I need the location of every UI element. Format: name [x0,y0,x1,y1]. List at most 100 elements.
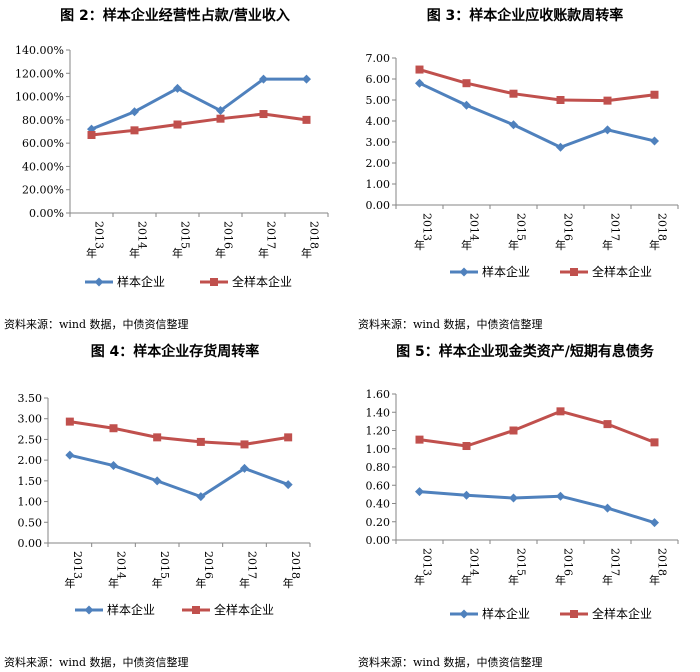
svg-text:样本企业: 样本企业 [482,264,530,279]
svg-text:2018: 2018 [656,548,669,576]
y-tick-label: 4.00 [366,115,391,128]
data-point [65,417,74,426]
data-point [87,130,96,139]
legend-item-sample: 样本企业 [450,606,530,621]
y-tick-label: 120.00% [15,67,64,80]
y-tick-label: 40.00% [22,160,64,173]
y-tick-label: 3.00 [18,413,43,426]
data-point [415,487,424,497]
svg-text:2014: 2014 [468,548,481,576]
y-tick-label: 60.00% [22,137,64,150]
y-tick-label: 2.00 [366,157,391,170]
legend-item-all-sample: 全样本企业 [560,264,652,279]
svg-text:2015: 2015 [515,213,528,241]
chart-title: 图 5：样本企业现金类资产/短期有息债务 [396,343,655,360]
chart-fig3: 图 3：样本企业应收账款周转率 0.00 1.00 2.00 3.00 4.00 5.00 6… [366,7,679,279]
source-note: 资料来源：wind 数据，中债资信整理 [4,318,189,331]
series-line-sample [418,81,655,149]
svg-text:2017: 2017 [265,221,278,249]
y-tick-label: 2.50 [18,433,43,446]
svg-text:2017: 2017 [609,548,622,576]
svg-text:年: 年 [64,576,75,590]
data-point [240,440,249,449]
series-line-all-sample [419,68,655,103]
legend-item-sample: 样本企业 [85,274,165,289]
chart-title: 图 3：样本企业应收账款周转率 [427,7,624,24]
data-point [509,120,518,130]
svg-text:年: 年 [555,573,566,587]
series-line-sample [90,77,307,131]
y-tick-label: 0.00% [29,207,64,220]
svg-text:全样本企业: 全样本企业 [232,274,292,289]
data-point [196,437,205,446]
svg-text:2017: 2017 [246,551,259,579]
svg-text:年: 年 [602,573,613,587]
data-point [462,100,471,110]
y-tick-label: 1.00 [18,496,43,509]
svg-text:样本企业: 样本企业 [117,274,165,289]
data-point [130,107,139,117]
svg-text:全样本企业: 全样本企业 [214,602,274,617]
data-point [650,438,659,447]
svg-text:2013: 2013 [93,221,106,249]
y-tick-label: 3.50 [18,392,43,405]
chart-title: 图 2：样本企业经营性占款/营业收入 [60,7,290,24]
svg-text:全样本企业: 全样本企业 [592,264,652,279]
y-tick-label: 5.00 [366,94,391,107]
data-point [216,106,225,116]
y-tick-label: 1.60 [366,388,391,401]
data-point [462,79,471,88]
svg-text:年: 年 [508,238,519,252]
data-point [556,142,565,152]
data-point [152,476,162,486]
y-tick-label: 0.00 [18,537,43,550]
chart-fig5: 图 5：样本企业现金类资产/短期有息债务 0.00 0.20 0.40 0.60 0.80… [366,343,679,621]
y-tick-label: 0.00 [366,534,391,547]
series-line-sample [69,453,289,499]
chart-fig2: 图 2：样本企业经营性占款/营业收入 0.00% 20.00% 40.00% 60.00… [15,7,329,289]
data-point [415,435,424,444]
y-tick-label: 1.40 [366,406,391,419]
data-point [603,96,612,105]
data-point [259,110,268,119]
chart-title: 图 4：样本企业存货周转率 [91,343,260,360]
source-note: 资料来源：wind 数据，中债资信整理 [358,318,543,331]
legend-item-sample: 样本企业 [75,602,155,617]
series-line-sample [419,490,655,525]
legend-item-all-sample: 全样本企业 [182,602,274,617]
chart-panel-fig4: 图 4：样本企业存货周转率 0.00 0.50 1.00 1.50 2.00 2.50 3.0… [0,336,350,672]
svg-text:年: 年 [461,238,472,252]
svg-text:2014: 2014 [136,221,149,249]
series-line-all-sample [69,420,289,446]
legend-item-all-sample: 全样本企业 [200,274,292,289]
svg-text:年: 年 [602,238,613,252]
data-point [130,126,139,135]
data-point [556,407,565,416]
svg-text:2014: 2014 [468,213,481,241]
y-tick-label: 1.00 [366,178,391,191]
legend-item-sample: 样本企业 [450,264,530,279]
y-tick-label: 1.50 [18,475,43,488]
svg-text:2013: 2013 [421,213,434,241]
svg-text:2015: 2015 [515,548,528,576]
svg-text:2013: 2013 [421,548,434,576]
svg-text:样本企业: 样本企业 [107,602,155,617]
y-tick-label: 80.00% [22,114,64,127]
y-tick-label: 0.50 [18,516,43,529]
data-point [173,83,182,93]
svg-text:年: 年 [195,576,206,590]
data-point [109,424,118,433]
svg-text:样本企业: 样本企业 [482,606,530,621]
